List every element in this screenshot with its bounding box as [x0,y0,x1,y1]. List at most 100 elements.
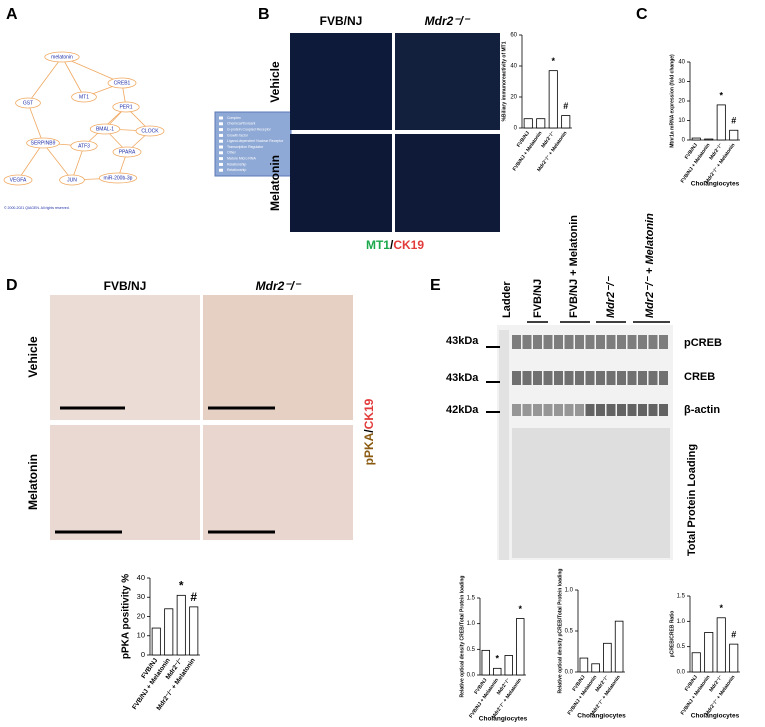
lane-header: Mdr2⁻/⁻ + Melatonin [644,213,656,318]
band [627,335,637,349]
band-label: β-actin [684,404,720,416]
stain-sep: / [390,238,394,252]
panel-letter: E [430,277,441,294]
bar [614,620,624,673]
band [522,371,532,385]
marker: 42kDa [446,404,479,416]
row-header: Vehicle [26,336,40,378]
network-edge [17,142,44,181]
legend-icon [219,139,223,143]
network-edge [42,142,73,181]
y-axis-label: pCREB/CREB Ratio [669,611,675,658]
y-tick-label: 0 [682,138,686,144]
band [543,404,553,416]
network-edge [61,56,85,98]
blot-bands [499,330,670,560]
legend-label: Relationship [227,162,246,166]
node-label: MT1 [79,94,89,100]
band [659,371,668,385]
band [543,335,553,349]
total-protein [512,428,670,558]
y-axis-label: pPKA positivity % [121,574,132,659]
y-tick-label: 0.0 [467,673,476,679]
y-tick-label: 0.0 [565,670,574,676]
significance: # [731,630,736,640]
significance: * [551,56,555,66]
bar [516,618,525,676]
ladder [499,330,509,560]
bar [704,632,714,673]
band [564,335,574,349]
lane-header: Mdr2⁻/⁻ [605,276,617,318]
bar [151,627,161,656]
stain: MT1 [366,238,390,252]
band [627,404,637,416]
y-tick-label: 1.0 [677,619,686,625]
node-label: melatonin [51,54,73,60]
band [638,371,647,385]
y-tick-label: 20 [510,95,517,101]
band [564,371,574,385]
x-axis-label: Cholangiocytes [479,716,528,723]
band-label: Total Protein Loading [686,444,698,556]
bar [729,643,739,673]
legend-icon [219,168,223,172]
stain-sep: / [362,429,376,433]
network-node [98,172,138,184]
legend-icon [219,116,223,120]
column-header: Mdr2⁻/⁻ [256,279,302,293]
y-axis-label: %Biliary immunoreactivity of MT1 [501,41,507,121]
node-label: BMAL-1 [96,126,114,132]
band [659,404,668,416]
micrograph [50,295,200,420]
band [533,404,542,416]
legend-icon [219,162,223,166]
significance: * [719,90,723,100]
network-node [59,174,85,186]
band [554,371,563,385]
band [585,371,595,385]
legend-icon [219,157,223,161]
significance: # [563,101,568,111]
band [575,335,584,349]
legend-icon [219,133,223,137]
lane-headers: Ladder FVB/NJ FVB/NJ + Melatonin Mdr2⁻/⁻ Mdr… [501,213,670,323]
micrograph [203,295,353,420]
micrograph [290,33,392,130]
band [543,371,553,385]
node-label: ATF3 [78,143,90,149]
band [648,371,658,385]
significance: * [495,654,499,664]
legend-label: Mature Micro RNA [227,157,256,161]
legend-icon [219,122,223,126]
band-label: pCREB [684,337,722,349]
network-node [135,125,165,137]
lane-header: FVB/NJ + Melatonin [568,215,580,318]
band [522,404,532,416]
stain-label: MT1/CK19 [366,238,424,252]
band [617,335,626,349]
node-label: PPARA [119,149,136,155]
row-header: Melatonin [26,454,40,510]
column-header: FVB/NJ [104,279,147,293]
band [606,335,616,349]
band [533,371,542,385]
band [627,371,637,385]
node-label: SERPINB9 [31,140,56,146]
y-tick-label: 0 [514,126,518,132]
node-label: miR-200b-3p [104,175,133,181]
y-tick-label: 20 [137,611,145,620]
micrograph [50,425,200,540]
network-node [15,97,41,109]
y-tick-label: 0.5 [467,647,476,653]
y-tick-label: 30 [678,79,685,85]
node-label: GST [23,100,33,106]
panel-letter: C [636,6,648,23]
stain: pPKA [362,432,376,465]
network-node [26,137,60,149]
bar [691,137,701,141]
y-tick-label: 10 [137,631,145,640]
y-tick-label: 30 [137,592,145,601]
bar [189,606,199,656]
bar [729,129,739,141]
